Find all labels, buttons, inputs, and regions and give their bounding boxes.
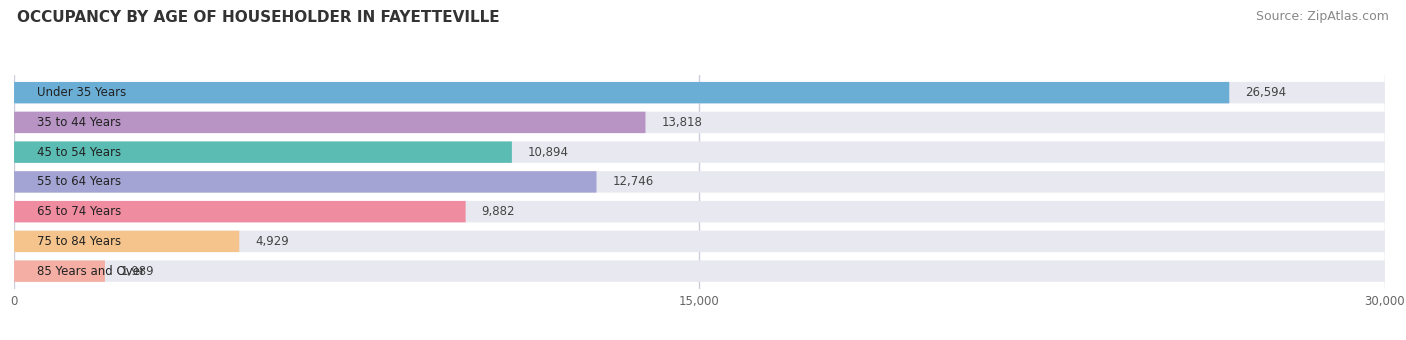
Text: 55 to 64 Years: 55 to 64 Years [37,175,121,188]
Text: 85 Years and Over: 85 Years and Over [37,265,145,278]
Text: 4,929: 4,929 [256,235,290,248]
Text: 10,894: 10,894 [527,146,569,159]
Text: 9,882: 9,882 [482,205,515,218]
Text: 65 to 74 Years: 65 to 74 Years [37,205,121,218]
FancyBboxPatch shape [14,82,1229,103]
Text: Source: ZipAtlas.com: Source: ZipAtlas.com [1256,10,1389,23]
FancyBboxPatch shape [14,260,1385,282]
Text: OCCUPANCY BY AGE OF HOUSEHOLDER IN FAYETTEVILLE: OCCUPANCY BY AGE OF HOUSEHOLDER IN FAYET… [17,10,499,25]
Text: 45 to 54 Years: 45 to 54 Years [37,146,121,159]
Text: 12,746: 12,746 [613,175,654,188]
Text: Under 35 Years: Under 35 Years [37,86,127,99]
Text: 26,594: 26,594 [1246,86,1286,99]
FancyBboxPatch shape [14,171,1385,192]
FancyBboxPatch shape [14,112,645,133]
Text: 13,818: 13,818 [661,116,703,129]
FancyBboxPatch shape [14,201,465,222]
FancyBboxPatch shape [14,171,596,192]
FancyBboxPatch shape [14,231,239,252]
FancyBboxPatch shape [14,112,1385,133]
FancyBboxPatch shape [14,260,105,282]
FancyBboxPatch shape [14,141,1385,163]
FancyBboxPatch shape [14,82,1385,103]
Text: 35 to 44 Years: 35 to 44 Years [37,116,121,129]
Text: 1,989: 1,989 [121,265,155,278]
Text: 75 to 84 Years: 75 to 84 Years [37,235,121,248]
FancyBboxPatch shape [14,141,512,163]
FancyBboxPatch shape [14,201,1385,222]
FancyBboxPatch shape [14,231,1385,252]
